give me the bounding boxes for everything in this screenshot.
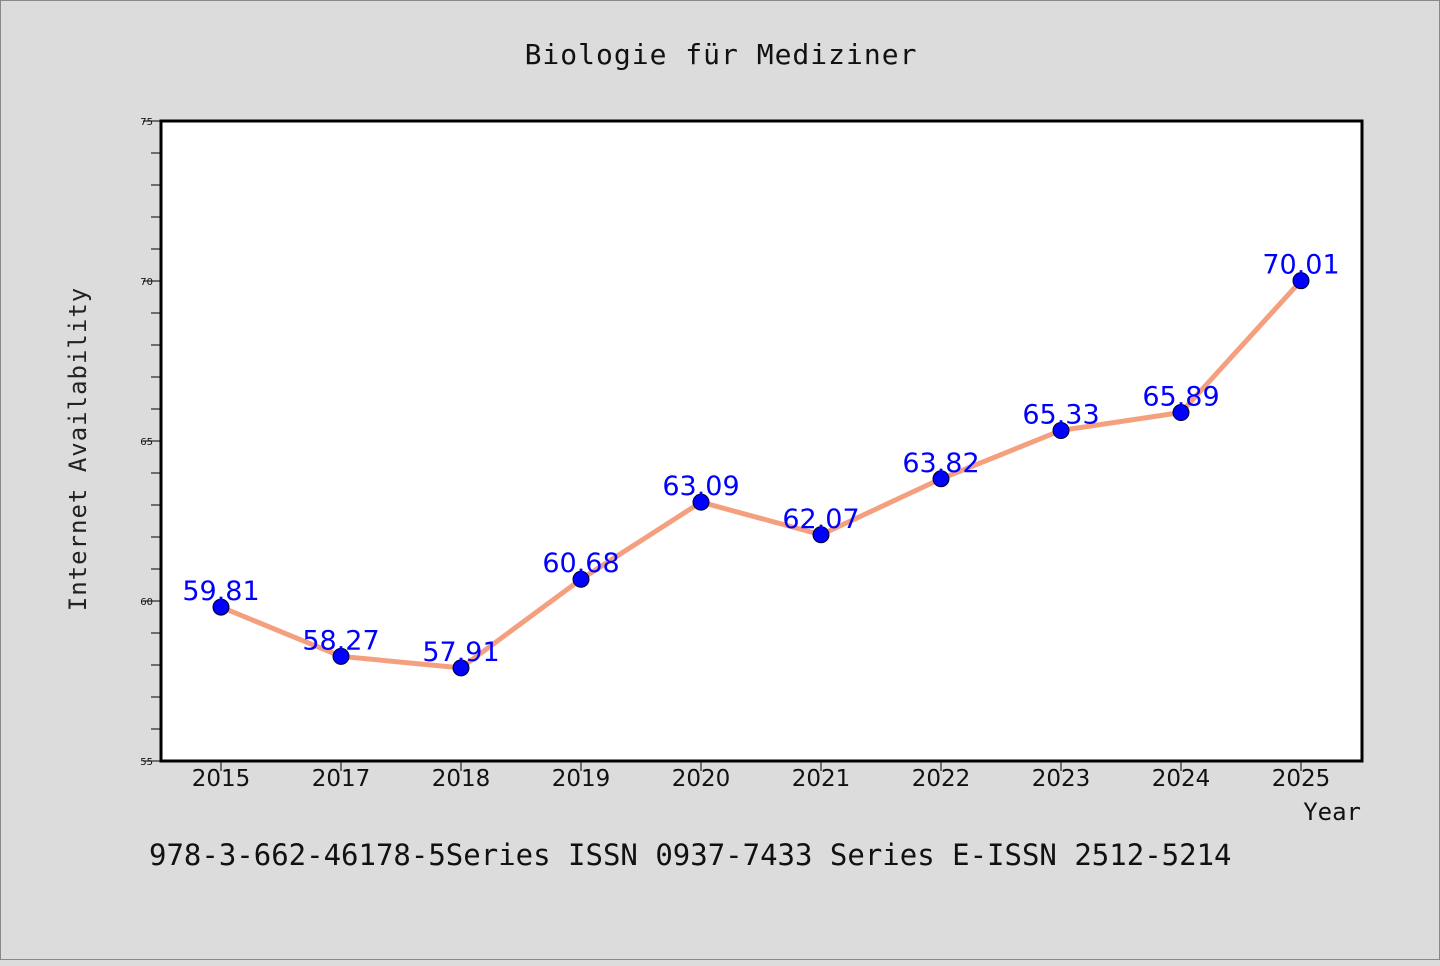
data-label: 65.33 [1022,399,1099,430]
x-axis: 2015 2017 2018 2019 2020 2021 2022 2023 2024 2025 [192,761,1331,792]
series-line [218,278,1304,671]
data-label: 65.89 [1142,382,1219,413]
y-tick-label: 65 [140,437,153,448]
data-point [1172,404,1190,422]
data-point [932,470,950,488]
data-point [812,526,830,544]
y-tick-label: 70 [140,277,153,288]
y-axis: 55 60 65 70 75 [140,117,161,768]
y-tick-label: 55 [140,757,153,768]
data-point [212,598,230,616]
x-tick-label: 2023 [1032,766,1091,792]
x-tick-label: 2018 [432,766,491,792]
data-point [1052,421,1070,439]
y-tick-label: 60 [140,597,153,608]
data-label: 60.68 [542,548,619,579]
x-tick-label: 2020 [672,766,731,792]
data-label: 70.01 [1262,250,1339,281]
data-label: 63.82 [902,448,979,479]
x-tick-label: 2021 [792,766,851,792]
data-point [1292,272,1310,290]
x-axis-label: Year [1303,798,1361,826]
data-point [692,493,710,511]
chart-title: Biologie für Mediziner [525,38,918,71]
data-label: 59.81 [182,576,259,607]
x-tick-label: 2024 [1152,766,1211,792]
data-label: 63.09 [662,471,739,502]
data-point [452,659,470,677]
data-point [572,570,590,588]
data-label: 62.07 [782,504,859,535]
x-tick-label: 2025 [1272,766,1331,792]
plot-area [159,119,1364,763]
x-tick-label: 2022 [912,766,971,792]
footer-text: 978-3-662-46178-5Series ISSN 0937-7433 S… [149,838,1232,872]
series-layer: 59.81 58.27 57.91 60.68 63.09 62.07 63.82 65.33… [182,250,1340,677]
y-axis-label: Internet Availability [64,287,92,611]
data-point [332,647,350,665]
x-tick-label: 2015 [192,766,251,792]
x-tick-label: 2017 [312,766,371,792]
x-tick-label: 2019 [552,766,611,792]
data-label: 58.27 [302,625,379,656]
data-label: 57.91 [422,637,499,668]
y-tick-label: 75 [140,117,153,128]
